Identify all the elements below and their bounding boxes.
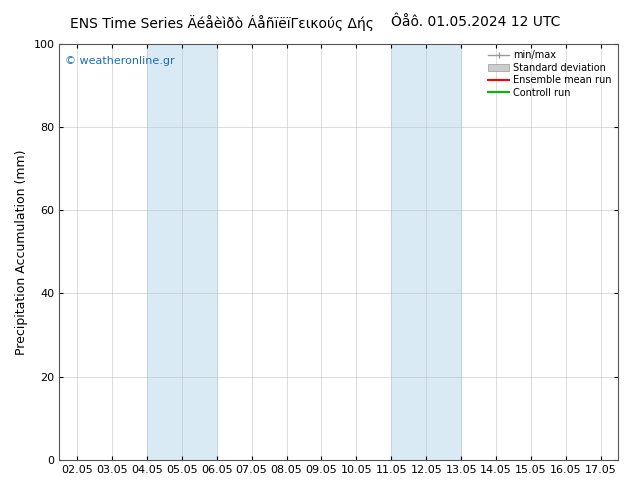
Text: ENS Time Series Äéåèìðò ÁåñïëïΓεικούς Δής: ENS Time Series Äéåèìðò ÁåñïëïΓεικούς Δή… <box>70 15 374 31</box>
Text: Ôåô. 01.05.2024 12 UTC: Ôåô. 01.05.2024 12 UTC <box>391 15 560 29</box>
Text: © weatheronline.gr: © weatheronline.gr <box>65 56 174 66</box>
Bar <box>146 44 217 460</box>
Bar <box>391 44 462 460</box>
Y-axis label: Precipitation Accumulation (mm): Precipitation Accumulation (mm) <box>15 149 28 355</box>
Legend: min/max, Standard deviation, Ensemble mean run, Controll run: min/max, Standard deviation, Ensemble me… <box>486 49 614 99</box>
